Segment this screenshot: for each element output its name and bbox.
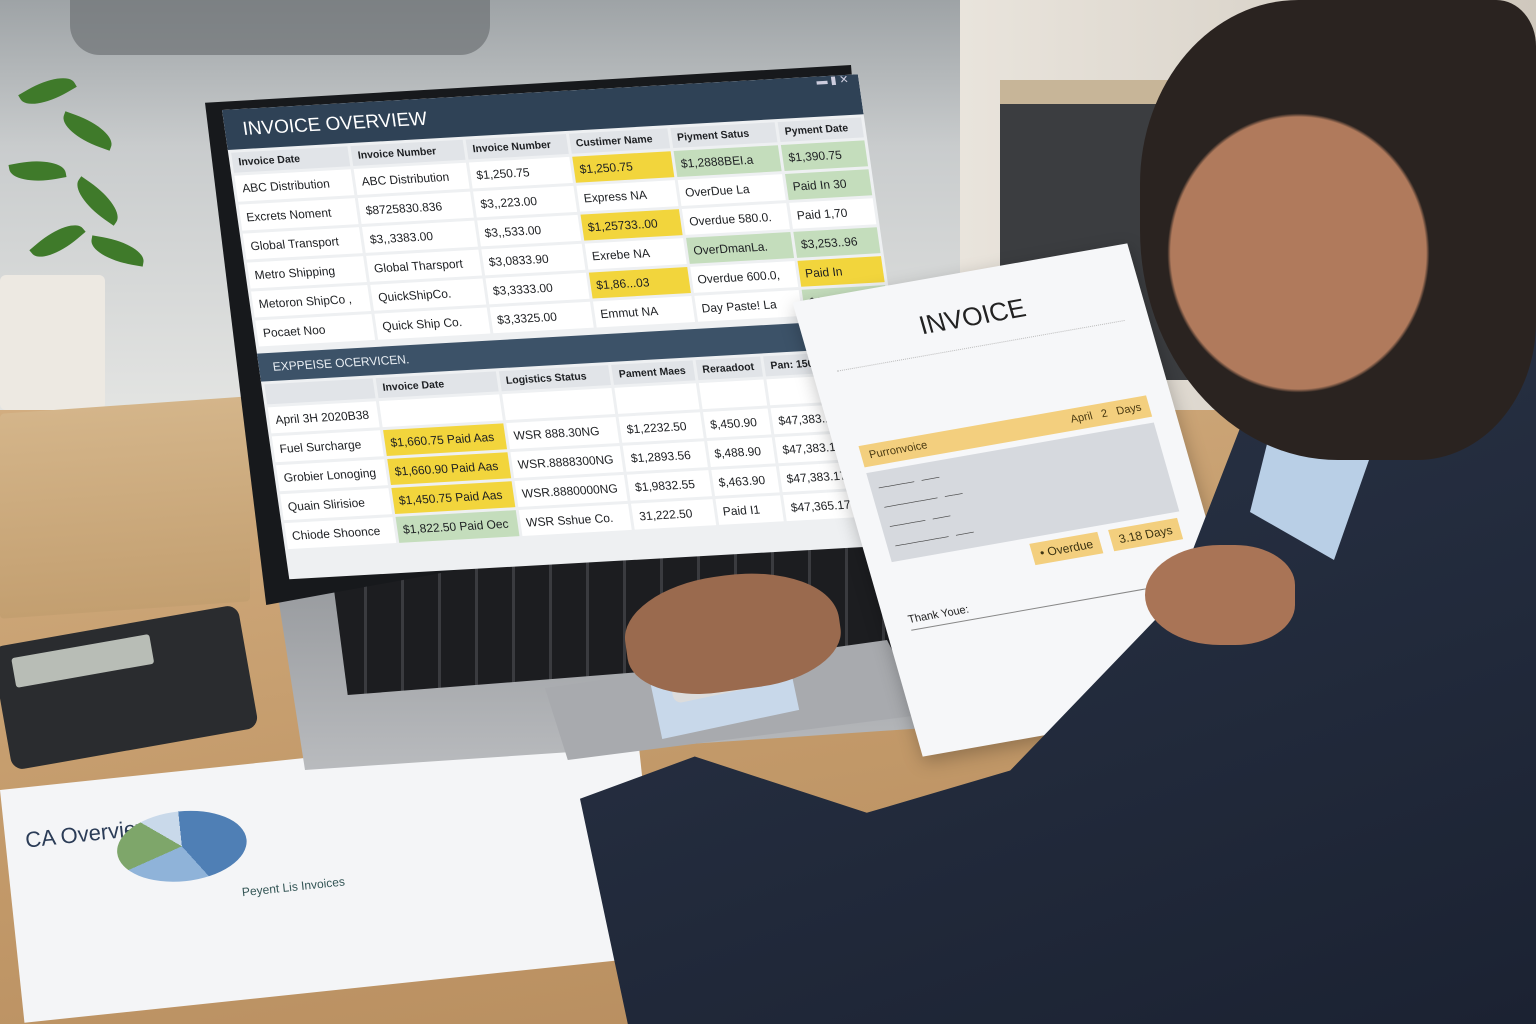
table-cell: Paid 1,70: [789, 198, 877, 229]
column-header[interactable]: Custimer Name: [568, 128, 670, 154]
invoice-table: Invoice Date Invoice Number Invoice Number…: [228, 114, 893, 349]
table-cell: $3,0833.90: [481, 243, 586, 276]
report-subtitle: Peyent Lis Invoices: [241, 874, 346, 900]
band-days: Days: [1114, 401, 1143, 418]
table-cell: Excrets Noment: [238, 198, 359, 231]
table-cell: $1,250.75: [571, 151, 674, 183]
table-cell: [501, 388, 616, 421]
table-cell: Overdue 600.0,: [689, 261, 799, 293]
table-cell: Exrebe NA: [584, 238, 687, 270]
overdue-text: Overdue: [1045, 537, 1095, 559]
table-cell: Emmut NA: [592, 296, 695, 328]
table-cell: $1,450.75 Paid Aas: [391, 481, 516, 514]
table-cell: Paid In 30: [784, 169, 873, 200]
table-cell: WSR.8888300NG: [510, 445, 624, 479]
table-cell: April 3H 2020B38: [267, 401, 380, 434]
column-header[interactable]: Reraadoot: [695, 356, 764, 381]
table-cell: $,488.90: [706, 437, 776, 468]
table-cell: WSR 888.30NG: [505, 416, 620, 450]
parked-car: [70, 0, 490, 55]
potted-plant: [0, 40, 160, 290]
table-cell: Global Tharsport: [366, 249, 482, 282]
table-cell: Global Transport: [242, 227, 363, 260]
table-cell: Paid In: [797, 256, 885, 287]
plant-pot: [0, 275, 105, 410]
holding-hand: [1145, 545, 1295, 645]
table-cell: $1,86...03: [588, 267, 691, 299]
table-cell: $1,250.75: [468, 156, 573, 189]
table-cell: $1,660.90 Paid Aas: [386, 452, 511, 486]
table-cell: WSR.8880000NG: [514, 474, 629, 508]
table-cell: Paid I1: [714, 495, 784, 525]
table-cell: [614, 383, 700, 414]
band-month: April: [1069, 410, 1095, 426]
folder-stack: [0, 396, 250, 619]
table-cell: Fuel Surcharge: [271, 430, 384, 463]
table-cell: $1,2888BEI.a: [673, 145, 782, 178]
column-header[interactable]: Logistics Status: [498, 365, 612, 392]
table-cell: QuickShipCo.: [370, 278, 486, 311]
table-cell: $1,25733..00: [580, 209, 683, 241]
table-cell: Quick Ship Co.: [374, 307, 491, 340]
table-cell: $3,,223.00: [472, 185, 577, 218]
table-cell: Metro Shipping: [246, 256, 368, 289]
table-cell: Express NA: [575, 180, 679, 212]
table-cell: 31,222.50: [631, 499, 716, 530]
column-header[interactable]: Invoice Date: [231, 146, 351, 173]
column-header[interactable]: Piyment Satus: [669, 122, 778, 149]
calculator-display: [11, 634, 155, 688]
table-cell: $1,660.75 Paid Aas: [382, 423, 507, 457]
table-cell: $8725830.836: [357, 191, 474, 224]
band-number: 2: [1099, 407, 1110, 421]
table-cell: $3,3325.00: [489, 301, 594, 334]
table-cell: $1,2232.50: [618, 412, 704, 443]
band-label: Purronvoice: [867, 439, 929, 462]
table-cell: Chiode Shoonce: [284, 517, 396, 550]
table-cell: Grobier Lonoging: [275, 459, 388, 492]
table-cell: $,450.90: [702, 408, 772, 439]
table-cell: OverDmanLa.: [685, 232, 794, 264]
table-cell: Day Paste! La: [693, 289, 803, 322]
table-cell: OverDue La: [677, 174, 786, 206]
table-cell: $3,253..96: [793, 227, 881, 258]
column-header[interactable]: Invoice Number: [350, 139, 466, 167]
table-cell: ABC Distribution: [234, 169, 355, 202]
table-cell: [698, 379, 768, 410]
days-badge: 3.18 Days: [1108, 517, 1184, 552]
column-header[interactable]: Invoice Number: [465, 133, 569, 160]
table-cell: $1,822.50 Paid Oec: [395, 510, 520, 543]
column-header[interactable]: Pyment Date: [777, 117, 864, 143]
table-cell: Quain Slirisioe: [280, 488, 392, 521]
table-cell: WSR Sshue Co.: [518, 503, 633, 536]
column-header[interactable]: Pament Maes: [611, 360, 695, 385]
overdue-badge: • Overdue: [1029, 531, 1104, 566]
table-cell: Metoron ShipCo ,: [251, 285, 372, 318]
column-header[interactable]: [264, 378, 376, 405]
table-cell: $1,2893.56: [623, 441, 708, 472]
table-cell: Overdue 580.0.: [681, 203, 790, 235]
table-cell: $1,390.75: [780, 140, 869, 171]
table-cell: Pocaet Noo: [255, 313, 376, 347]
window-controls[interactable]: ▬ ▮ ✕: [815, 74, 850, 88]
table-cell: $3,,533.00: [476, 214, 581, 247]
person-head: [1140, 0, 1536, 460]
page-title: INVOICE OVERVIEW: [241, 108, 429, 140]
table-cell: $3,,3383.00: [362, 220, 478, 253]
table-cell: [378, 394, 503, 428]
table-cell: $,463.90: [710, 466, 780, 496]
table-cell: ABC Distribution: [353, 162, 470, 195]
table-cell: $3,3333.00: [485, 272, 590, 305]
table-cell: $1,9832.55: [627, 470, 712, 501]
column-header[interactable]: Invoice Date: [375, 371, 499, 399]
